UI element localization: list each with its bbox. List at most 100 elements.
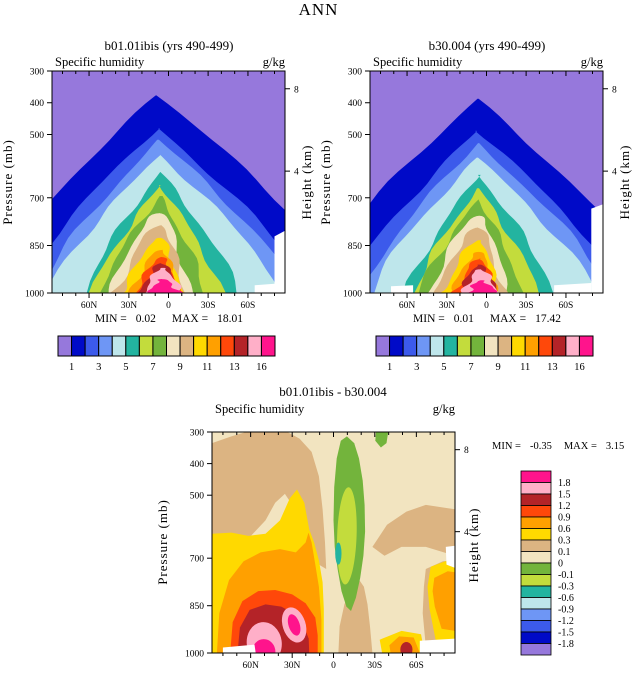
panel1-y-axis-label: Pressure (mb): [0, 139, 15, 225]
svg-text:1.5: 1.5: [558, 490, 571, 501]
svg-text:8: 8: [464, 446, 469, 456]
svg-text:0: 0: [484, 301, 489, 311]
svg-text:30S: 30S: [201, 301, 216, 311]
panel1-field-label: Specific humidity: [55, 55, 145, 69]
svg-text:9: 9: [177, 362, 182, 373]
panel1-max-label: MAX =: [171, 313, 209, 325]
panel3-min-value: -0.35: [529, 441, 552, 452]
panel3-title: b01.01ibis - b30.004: [279, 384, 387, 399]
svg-text:-1.8: -1.8: [558, 639, 574, 650]
svg-text:-0.3: -0.3: [558, 582, 574, 593]
svg-text:1.2: 1.2: [558, 501, 571, 512]
svg-text:1: 1: [387, 362, 392, 373]
panel3-units-label: g/kg: [432, 402, 455, 416]
svg-text:30S: 30S: [367, 661, 382, 671]
svg-text:13: 13: [547, 362, 558, 373]
svg-text:400: 400: [30, 99, 45, 109]
svg-text:700: 700: [190, 555, 205, 565]
panel3-y-axis-label: Pressure (mb): [155, 499, 170, 585]
svg-text:700: 700: [348, 194, 363, 204]
svg-text:60N: 60N: [81, 301, 98, 311]
svg-text:4: 4: [612, 168, 617, 178]
svg-text:0: 0: [331, 661, 336, 671]
svg-text:0.1: 0.1: [558, 547, 571, 558]
svg-text:11: 11: [520, 362, 530, 373]
panel1-colorbar: 1 3 5 7 9 11 13 16: [57, 335, 276, 373]
svg-text:60N: 60N: [399, 301, 416, 311]
panel3-contour-plot: 60N 30N 0 30S 60S 300 400 500 700 850 1000 8 4: [185, 429, 469, 672]
svg-text:8: 8: [294, 85, 299, 95]
svg-text:850: 850: [348, 242, 363, 252]
panel3-min-label: MIN =: [492, 441, 521, 452]
svg-text:0: 0: [166, 301, 171, 311]
svg-text:30N: 30N: [121, 301, 138, 311]
panel1-contour-plot: 60N 30N 0 30S 60S 300 400 500 700 850 1000 8 4: [25, 68, 299, 312]
svg-text:3: 3: [414, 362, 419, 373]
svg-text:-0.1: -0.1: [558, 570, 574, 581]
svg-text:4: 4: [464, 528, 469, 538]
svg-text:500: 500: [190, 492, 205, 502]
svg-text:0.3: 0.3: [558, 536, 571, 547]
svg-text:3: 3: [96, 362, 101, 373]
svg-text:5: 5: [123, 362, 128, 373]
svg-text:300: 300: [190, 429, 205, 439]
svg-text:8: 8: [612, 85, 617, 95]
svg-text:16: 16: [256, 362, 267, 373]
svg-text:850: 850: [190, 602, 205, 612]
svg-text:-0.9: -0.9: [558, 605, 574, 616]
svg-text:11: 11: [202, 362, 212, 373]
panel2-field-label: Specific humidity: [373, 55, 463, 69]
panel3-field-label: Specific humidity: [215, 402, 305, 416]
svg-text:7: 7: [150, 362, 155, 373]
panel1-title: b01.01ibis (yrs 490-499): [104, 38, 234, 53]
svg-text:0: 0: [558, 559, 563, 570]
svg-text:7: 7: [468, 362, 473, 373]
panel1-units-label: g/kg: [262, 55, 285, 69]
svg-text:-1.5: -1.5: [558, 628, 574, 639]
svg-text:1.8: 1.8: [558, 478, 571, 489]
panel2-colorbar: 1 3 5 7 9 11 13 16: [375, 335, 594, 373]
svg-text:700: 700: [30, 194, 45, 204]
svg-text:60S: 60S: [409, 661, 424, 671]
panel1-max-value: 18.01: [217, 313, 243, 325]
svg-text:-0.6: -0.6: [558, 593, 574, 604]
svg-text:1000: 1000: [185, 650, 204, 660]
svg-text:850: 850: [30, 242, 45, 252]
panel3-color-legend: 1.81.51.20.90.60.30.10-0.1-0.3-0.6-0.9-1…: [520, 470, 574, 656]
svg-text:400: 400: [190, 460, 205, 470]
svg-text:60S: 60S: [241, 301, 256, 311]
svg-text:30S: 30S: [519, 301, 534, 311]
panel2-minmax: MIN = 0.01 MAX = 17.42: [355, 313, 619, 325]
svg-text:0.9: 0.9: [558, 513, 571, 524]
panel2-units-label: g/kg: [580, 55, 603, 69]
svg-text:16: 16: [574, 362, 585, 373]
panel1-minmax: MIN = 0.02 MAX = 18.01: [37, 313, 301, 325]
panel2-contour-plot: 60N 30N 0 30S 60S 300 400 500 700 850 1000 8 4: [343, 68, 617, 312]
svg-text:9: 9: [495, 362, 500, 373]
panel2-max-value: 17.42: [535, 313, 561, 325]
svg-text:4: 4: [294, 168, 299, 178]
panel2-y-axis-label: Pressure (mb): [318, 139, 333, 225]
svg-text:30N: 30N: [284, 661, 301, 671]
panel1-min-label: MIN =: [95, 313, 127, 325]
panel2-title: b30.004 (yrs 490-499): [428, 38, 546, 53]
panel1-min-value: 0.02: [135, 313, 156, 325]
panel3-minmax: MIN = -0.35 MAX = 3.15: [492, 441, 637, 452]
page-title: ANN: [298, 0, 339, 19]
svg-text:30N: 30N: [439, 301, 456, 311]
svg-text:-1.2: -1.2: [558, 616, 574, 627]
svg-text:0.6: 0.6: [558, 524, 571, 535]
panel2-min-label: MIN =: [413, 313, 445, 325]
svg-text:1000: 1000: [343, 290, 362, 300]
panel2-min-value: 0.01: [453, 313, 474, 325]
svg-text:1000: 1000: [25, 290, 44, 300]
svg-text:13: 13: [229, 362, 240, 373]
svg-text:500: 500: [348, 131, 363, 141]
panel2-max-label: MAX =: [489, 313, 527, 325]
svg-text:60N: 60N: [242, 661, 259, 671]
svg-text:400: 400: [348, 99, 363, 109]
svg-text:60S: 60S: [559, 301, 574, 311]
svg-text:300: 300: [348, 68, 363, 78]
panel3-max-label: MAX =: [563, 441, 597, 452]
svg-text:1: 1: [69, 362, 74, 373]
